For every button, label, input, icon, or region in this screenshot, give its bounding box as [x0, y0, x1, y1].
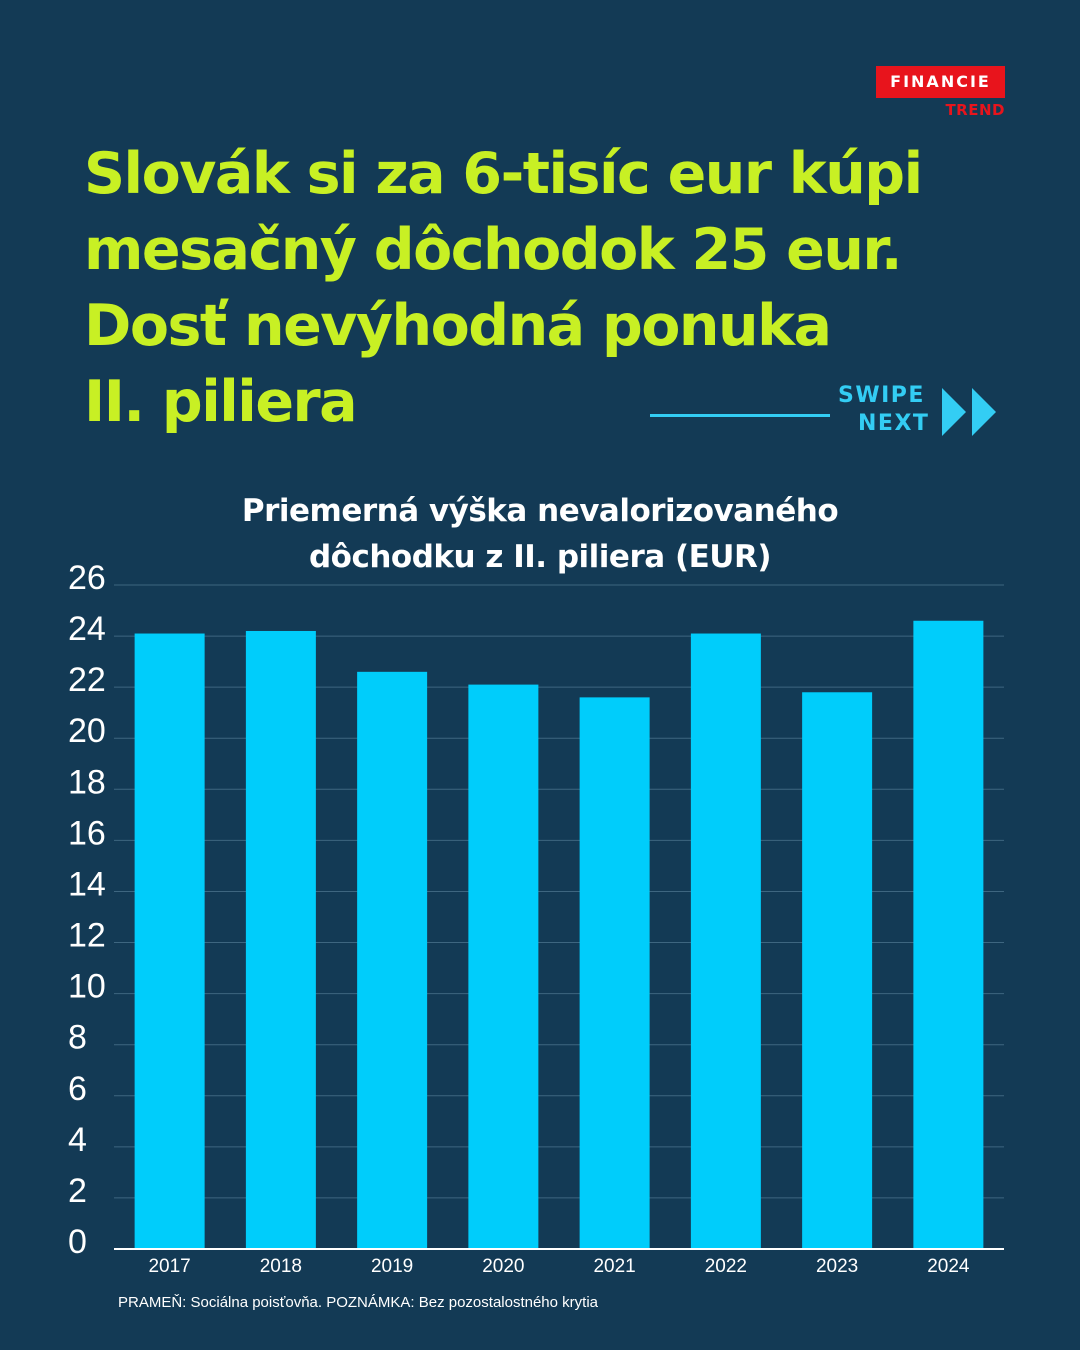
bar-2019: [357, 671, 428, 1249]
y-tick-label: 8: [68, 1019, 87, 1057]
brand-logo: FINANCIE TREND: [876, 66, 1005, 119]
chart-title: Priemerná výška nevalorizovaného dôchodk…: [200, 488, 880, 580]
x-tick-label: 2020: [482, 1256, 524, 1277]
y-tick-label: 20: [68, 712, 106, 750]
headline: Slovák si za 6-tisíc eur kúpi mesačný dô…: [84, 136, 964, 440]
y-tick-label: 26: [68, 559, 106, 597]
y-tick-label: 16: [68, 814, 106, 852]
double-chevron-right-icon[interactable]: [940, 386, 1000, 438]
headline-line-4: II. piliera: [84, 369, 358, 435]
bar-2018: [245, 630, 316, 1249]
bar-2017: [134, 633, 205, 1249]
swipe-label: SWIPE: [838, 383, 925, 408]
y-tick-label: 4: [68, 1121, 87, 1159]
chart-title-line-2: dôchodku z II. piliera (EUR): [308, 539, 772, 575]
chart-title-line-1: Priemerná výška nevalorizovaného: [241, 493, 839, 529]
swipe-next-label[interactable]: SWIPE NEXT: [838, 382, 929, 438]
x-tick-label: 2018: [260, 1256, 302, 1277]
swipe-line: [650, 414, 830, 417]
bar-2020: [468, 684, 539, 1249]
next-label: NEXT: [858, 411, 930, 436]
y-tick-label: 18: [68, 763, 106, 801]
x-tick-label: 2017: [148, 1256, 190, 1277]
source-note: PRAMEŇ: Sociálna poisťovňa. POZNÁMKA: Be…: [118, 1294, 598, 1311]
x-tick-label: 2023: [816, 1256, 858, 1277]
brand-badge: FINANCIE: [876, 66, 1005, 98]
y-tick-label: 22: [68, 661, 106, 699]
x-tick-label: 2021: [593, 1256, 635, 1277]
y-tick-label: 10: [68, 968, 106, 1006]
headline-line-2: mesačný dôchodok 25 eur.: [84, 217, 903, 283]
y-tick-label: 24: [68, 610, 106, 648]
bar-2021: [579, 697, 650, 1249]
bar-2024: [913, 620, 984, 1249]
y-tick-label: 12: [68, 917, 106, 955]
x-tick-label: 2022: [705, 1256, 747, 1277]
headline-line-3: Dosť nevýhodná ponuka: [84, 293, 832, 359]
x-tick-label: 2019: [371, 1256, 413, 1277]
brand-subtitle: TREND: [945, 101, 1005, 119]
y-tick-label: 0: [68, 1223, 87, 1261]
y-tick-label: 2: [68, 1172, 87, 1210]
y-tick-label: 6: [68, 1070, 87, 1108]
bar-2022: [690, 633, 761, 1249]
y-tick-label: 14: [68, 865, 106, 903]
x-tick-label: 2024: [927, 1256, 970, 1277]
bar-2023: [802, 692, 873, 1249]
headline-line-1: Slovák si za 6-tisíc eur kúpi: [84, 141, 923, 207]
